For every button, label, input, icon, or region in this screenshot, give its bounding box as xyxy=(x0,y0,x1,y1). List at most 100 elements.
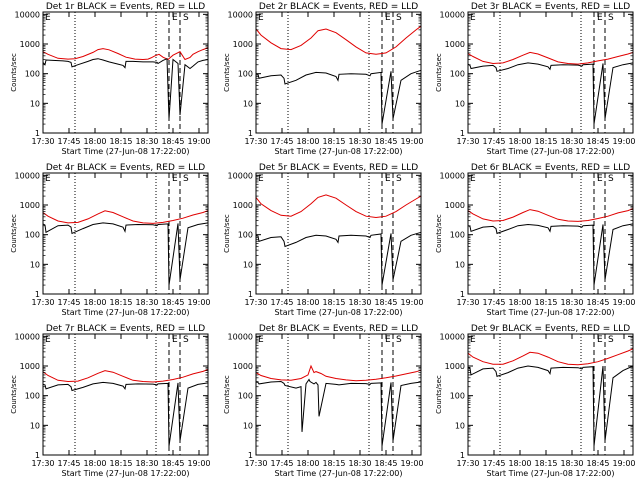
x-tick-label: 17:30 xyxy=(456,137,479,146)
y-tick-label: 1000 xyxy=(233,362,253,371)
plot-frame xyxy=(255,333,422,456)
x-axis-label: Start Time (27-Jun-08 17:22:00) xyxy=(487,308,615,317)
x-tick-label: 18:15 xyxy=(534,137,557,146)
plot-frame xyxy=(42,333,209,456)
y-tick-label: 10 xyxy=(30,260,40,269)
x-axis-label: Start Time (27-Jun-08 17:22:00) xyxy=(275,469,403,478)
y-tick-label: 1000 xyxy=(20,201,40,210)
plot-title: Det 4r BLACK = Events, RED = LLD xyxy=(46,163,205,173)
y-tick-label: 10 xyxy=(243,99,253,108)
x-axis-label: Start Time (27-Jun-08 17:22:00) xyxy=(62,147,190,156)
x-tick-label: 18:30 xyxy=(348,459,371,468)
y-tick-label: 10000 xyxy=(440,332,465,341)
lld-series-line xyxy=(42,47,209,61)
plot-frame xyxy=(467,333,634,456)
lld-series-line xyxy=(255,193,422,219)
x-tick-label: 17:30 xyxy=(31,459,54,468)
x-tick-label: 18:45 xyxy=(161,459,184,468)
x-tick-label: 17:30 xyxy=(244,137,267,146)
y-tick-label: 100 xyxy=(25,231,40,240)
lld-series-line xyxy=(42,209,209,224)
annotation-2: E xyxy=(597,335,603,345)
annotation-3: S xyxy=(183,335,189,345)
y-axis-label: Counts/sec xyxy=(435,53,443,92)
x-tick-label: 18:00 xyxy=(296,459,319,468)
y-tick-label: 1 xyxy=(35,129,40,138)
x-tick-label: 18:00 xyxy=(83,459,106,468)
events-series-line xyxy=(255,231,422,286)
y-tick-label: 1000 xyxy=(233,201,253,210)
annotation-3: S xyxy=(608,13,614,23)
x-tick-label: 19:00 xyxy=(612,459,635,468)
annotation-1: E xyxy=(470,13,476,23)
x-tick-label: 19:00 xyxy=(187,459,210,468)
x-tick-label: 17:30 xyxy=(244,459,267,468)
annotation-3: S xyxy=(608,174,614,184)
plot-frame xyxy=(467,11,634,134)
x-axis-label: Start Time (27-Jun-08 17:22:00) xyxy=(275,147,403,156)
y-tick-label: 1 xyxy=(460,451,465,460)
events-series-line xyxy=(467,223,634,286)
plot-title: Det 7r BLACK = Events, RED = LLD xyxy=(46,324,205,334)
x-tick-label: 19:00 xyxy=(612,137,635,146)
x-tick-label: 18:45 xyxy=(374,137,397,146)
x-tick-label: 18:45 xyxy=(374,298,397,307)
x-tick-label: 19:00 xyxy=(187,298,210,307)
y-tick-label: 10000 xyxy=(228,171,253,180)
y-tick-label: 10 xyxy=(30,99,40,108)
annotation-1: E xyxy=(258,335,264,345)
y-tick-label: 1 xyxy=(35,290,40,299)
x-tick-label: 17:30 xyxy=(31,298,54,307)
annotation-1: E xyxy=(45,335,51,345)
plot-frame xyxy=(42,11,209,134)
events-series-line xyxy=(255,378,422,447)
events-series-line xyxy=(42,381,209,447)
y-tick-label: 1000 xyxy=(20,362,40,371)
x-tick-label: 18:45 xyxy=(161,137,184,146)
x-tick-label: 18:00 xyxy=(296,298,319,307)
x-tick-label: 19:00 xyxy=(400,298,423,307)
events-series-line xyxy=(255,69,422,125)
x-tick-label: 18:00 xyxy=(83,298,106,307)
y-tick-label: 100 xyxy=(238,70,253,79)
x-tick-label: 18:30 xyxy=(560,459,583,468)
annotation-2: E xyxy=(385,174,391,184)
annotation-2: E xyxy=(172,335,178,345)
annotation-2: E xyxy=(172,174,178,184)
y-tick-label: 100 xyxy=(450,70,465,79)
events-series-line xyxy=(467,62,634,125)
plot-frame xyxy=(42,172,209,295)
y-axis-label: Counts/sec xyxy=(435,214,443,253)
y-tick-label: 10 xyxy=(455,99,465,108)
x-tick-label: 18:15 xyxy=(534,459,557,468)
annotation-2: E xyxy=(172,13,178,23)
y-axis-label: Counts/sec xyxy=(223,53,231,92)
x-tick-label: 17:45 xyxy=(57,459,80,468)
lld-series-line xyxy=(467,348,634,366)
y-axis-label: Counts/sec xyxy=(223,375,231,414)
x-tick-label: 17:30 xyxy=(456,459,479,468)
y-tick-label: 10000 xyxy=(228,332,253,341)
x-tick-label: 18:45 xyxy=(586,459,609,468)
y-tick-label: 10 xyxy=(243,260,253,269)
x-tick-label: 17:30 xyxy=(31,137,54,146)
x-axis-label: Start Time (27-Jun-08 17:22:00) xyxy=(62,308,190,317)
plot-title: Det 8r BLACK = Events, RED = LLD xyxy=(259,324,418,334)
y-tick-label: 10 xyxy=(455,421,465,430)
y-tick-label: 10 xyxy=(30,421,40,430)
annotation-3: S xyxy=(396,13,402,23)
y-axis-label: Counts/sec xyxy=(223,214,231,253)
lld-series-line xyxy=(255,24,422,55)
annotation-1: E xyxy=(258,174,264,184)
y-tick-label: 100 xyxy=(450,392,465,401)
events-series-line xyxy=(42,57,209,119)
x-tick-label: 17:45 xyxy=(482,459,505,468)
x-tick-label: 18:00 xyxy=(508,298,531,307)
annotation-3: S xyxy=(396,174,402,184)
x-tick-label: 19:00 xyxy=(187,137,210,146)
